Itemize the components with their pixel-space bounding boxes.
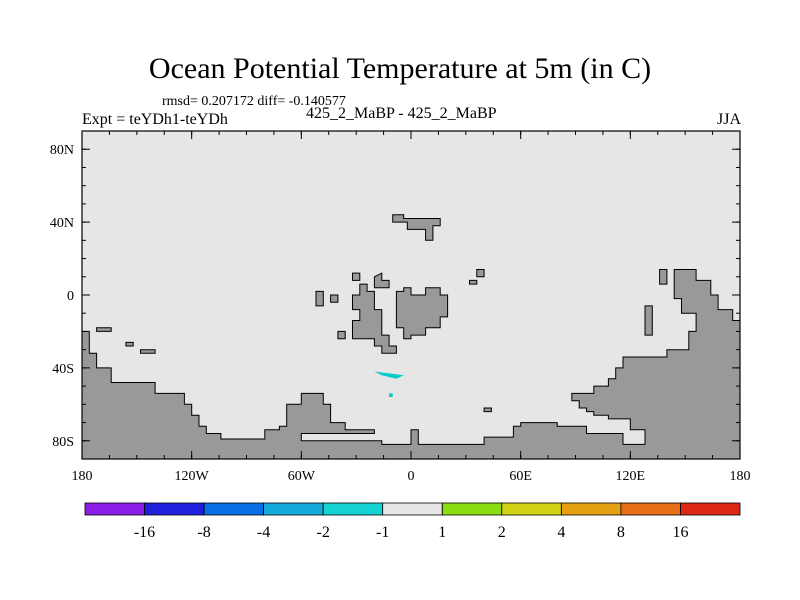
land-mass-1 [392,214,441,241]
land-mass-9 [659,269,668,285]
land-mass-11 [96,327,112,332]
experiment-label: Expt = teYDh1-teYDh [82,111,228,128]
land-mass-4 [330,294,339,303]
x-tick-label: 180 [72,469,93,484]
y-tick-label: 80S [52,435,74,450]
land-mass-5 [352,272,361,281]
land-mass-14 [476,269,485,278]
x-tick-label: 60E [509,469,532,484]
x-tick-label: 180 [730,469,751,484]
land-mass-3 [395,287,449,340]
land-mass-10 [644,305,653,336]
chart-title: Ocean Potential Temperature at 5m (in C) [148,52,652,85]
land-mass-13 [140,349,156,354]
y-tick-label: 0 [67,289,74,304]
anomaly-patch-0 [374,371,404,379]
y-tick-label: 40S [52,362,74,377]
x-tick-label: 120E [616,469,646,484]
season-label: JJA [716,111,741,128]
y-tick-label: 40N [50,216,74,231]
land-mass-6 [373,272,390,289]
land-mass-7 [315,290,324,307]
x-tick-label: 120W [175,469,210,484]
stats-line: rmsd= 0.207172 diff= -0.140577 [162,94,346,109]
anomaly-patch-1 [389,393,393,397]
x-tick-label: 0 [408,469,415,484]
land-mass-16 [483,407,492,413]
land-mass-15 [469,279,478,285]
land-mass-0 [81,269,741,460]
land-mass-2 [352,283,397,354]
y-tick-label: 80N [50,143,74,158]
x-tick-label: 60W [288,469,316,484]
land-mass-8 [337,330,346,340]
comparison-label: 425_2_MaBP - 425_2_MaBP [306,105,497,122]
land-mass-12 [125,341,134,347]
